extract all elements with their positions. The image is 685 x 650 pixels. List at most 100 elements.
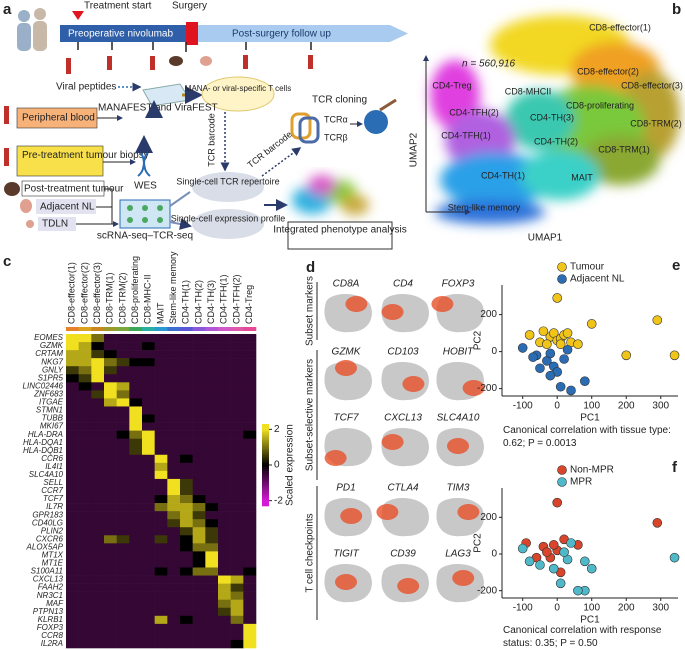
feature-highlight (376, 504, 399, 520)
scatter-point (552, 293, 563, 303)
gene-label: PLIN2 (41, 526, 64, 535)
feature-highlight (452, 570, 475, 586)
heatmap-cell (230, 591, 244, 600)
heatmap-cell (116, 422, 130, 431)
gene-label: CRTAM (35, 349, 63, 358)
heatmap-cell (243, 607, 257, 617)
colorbar-step (262, 460, 269, 464)
heatmap-cell (230, 430, 244, 439)
gene-name: CD4 (393, 279, 413, 290)
scatter-point (548, 563, 559, 574)
heatmap-cell (129, 390, 143, 399)
label: Surgery (172, 1, 207, 12)
heatmap-cell (142, 414, 155, 423)
heatmap-cell (66, 478, 79, 488)
heatmap-cell (66, 519, 79, 528)
label: Viral peptides (56, 82, 116, 93)
heatmap-cell (192, 478, 206, 488)
heatmap-cell (230, 462, 244, 472)
heatmap-cell (142, 607, 155, 617)
heatmap-cell (104, 543, 117, 552)
cell-icon (364, 110, 388, 134)
feature-highlight (397, 578, 420, 594)
heatmap-cell (243, 350, 257, 359)
heatmap-cell (142, 406, 155, 415)
cluster-label: CD8-effector(2) (577, 66, 639, 76)
heatmap-cell (218, 406, 231, 415)
heatmap-cell (78, 398, 92, 407)
heatmap-cell (154, 511, 168, 520)
heatmap-cell (91, 551, 105, 560)
gene-label: SELL (43, 478, 63, 487)
colorbar-step (262, 473, 269, 476)
heatmap-cell (243, 551, 257, 560)
heatmap-cell (91, 519, 105, 528)
heatmap-cell (91, 366, 105, 375)
heatmap-cell (91, 382, 105, 391)
heatmap-cell (91, 438, 105, 448)
gene-label: MT1X (42, 551, 64, 560)
scatter-point (586, 319, 597, 329)
heatmap-cell (205, 486, 219, 496)
heatmap-cell (104, 382, 117, 391)
heatmap-cell (78, 382, 92, 391)
heatmap-cell (66, 430, 79, 439)
heatmap-cell (243, 366, 257, 375)
heatmap-cell (116, 519, 130, 528)
gene-name: TIM3 (447, 483, 470, 494)
colorbar-step (262, 452, 269, 456)
heatmap-cell (218, 342, 231, 351)
heatmap-cell (91, 454, 105, 464)
scatter-point (548, 540, 559, 550)
heatmap-cell (192, 438, 206, 448)
heatmap-cell (129, 591, 143, 600)
heatmap-cell (167, 470, 181, 480)
heatmap-cell (243, 495, 257, 504)
heatmap-cell (154, 470, 168, 480)
heatmap-cell (116, 567, 130, 576)
heatmap-cell (116, 342, 130, 351)
heatmap-cell (167, 446, 181, 456)
tube (308, 55, 313, 69)
panel-a: Treatment start Surgery Preoperative niv… (4, 1, 408, 250)
heatmap-cell (78, 527, 92, 536)
colorbar-step (262, 481, 269, 484)
heatmap-cell (142, 567, 155, 576)
heatmap-cell (167, 478, 181, 488)
scatter-point (652, 518, 663, 528)
column-label: CD8-effector(1) (67, 262, 77, 324)
heatmap-cell (205, 567, 219, 576)
heatmap-cell (142, 366, 155, 375)
cluster-label: CD8-proliferating (566, 100, 634, 110)
gene-label: CCR6 (41, 454, 63, 463)
gene-label: MKI67 (40, 422, 64, 431)
heatmap-cell (192, 551, 206, 560)
heatmap-cell (167, 390, 181, 399)
label: Preoperative nivolumab (68, 29, 173, 40)
heatmap-cell (104, 334, 117, 343)
heatmap-cell (91, 623, 105, 633)
gene-label: MT1E (42, 559, 64, 568)
person-icon (34, 8, 46, 20)
heatmap-cell (91, 639, 105, 649)
colorbar-step (262, 446, 269, 449)
heatmap-cell (142, 422, 155, 431)
heatmap-cell (205, 430, 219, 439)
heatmap-cell (205, 615, 219, 625)
heatmap-cell (91, 583, 105, 592)
heatmap-cell (116, 551, 130, 560)
heatmap-cell (142, 503, 155, 512)
heatmap-cell (154, 543, 168, 552)
heatmap-cell (104, 470, 117, 480)
heatmap-cell (243, 535, 257, 544)
heatmap-cell (66, 454, 79, 464)
heatmap-cell (218, 462, 231, 472)
heatmap-cell (104, 350, 117, 359)
heatmap-cell (154, 382, 168, 391)
heatmap-cell (116, 406, 130, 415)
heatmap-cell (192, 511, 206, 520)
tissue-icon (20, 199, 32, 213)
heatmap-cell (167, 486, 181, 496)
heatmap-cell (180, 358, 193, 367)
colorbar-step (262, 489, 269, 492)
